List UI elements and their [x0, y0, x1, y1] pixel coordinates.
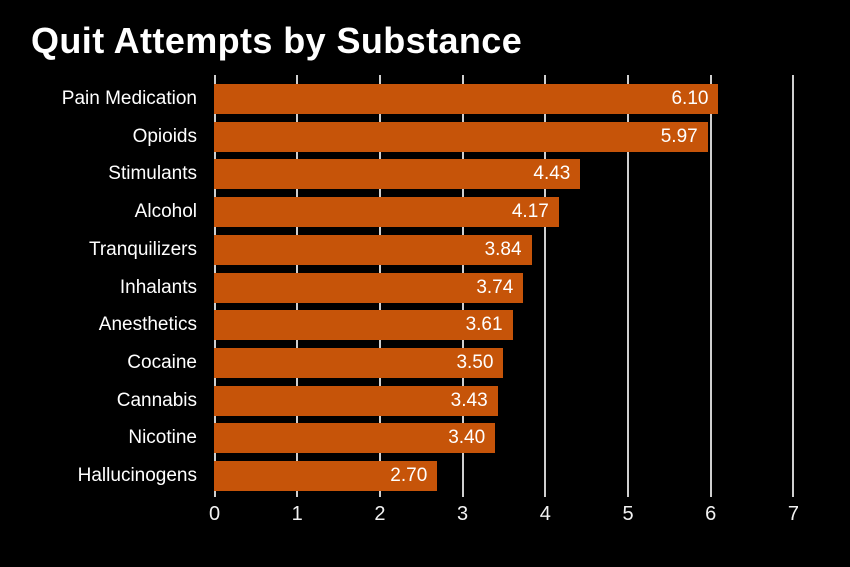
plot-area: 0 1 2 3 4 5 6 7 Pain Medication 6.10 Opioids 5.97 St…: [0, 75, 850, 567]
bar: 3.84: [214, 234, 532, 265]
x-tick-label-0: 0: [208, 503, 221, 525]
bar-row: Cannabis 3.43: [0, 385, 850, 416]
bar-value-label: 3.61: [465, 314, 503, 336]
x-tick-label-4: 4: [539, 503, 551, 525]
gridline-x-7: [792, 75, 795, 497]
bar: 3.74: [214, 272, 524, 303]
category-label: Cocaine: [127, 351, 197, 373]
bar-row: Nicotine 3.40: [0, 423, 850, 454]
category-label: Stimulants: [108, 163, 197, 185]
bar: 5.97: [214, 121, 708, 152]
bar: 3.50: [214, 347, 504, 378]
bar-row: Alcohol 4.17: [0, 197, 850, 228]
x-tick-label-2: 2: [374, 503, 386, 525]
x-tick-label-5: 5: [622, 503, 634, 525]
category-label: Pain Medication: [61, 88, 197, 109]
bar: 4.17: [214, 197, 559, 228]
bar-row: Hallucinogens 2.70: [0, 461, 850, 491]
chart-title: Quit Attempts by Substance: [31, 20, 523, 61]
category-label: Hallucinogens: [77, 465, 197, 486]
bar: 4.43: [214, 159, 581, 190]
x-tick-label-7: 7: [787, 503, 799, 525]
x-tick-label-6: 6: [705, 503, 717, 525]
category-label: Nicotine: [128, 427, 197, 449]
category-label: Alcohol: [134, 201, 197, 223]
bar-row: Cocaine 3.50: [0, 347, 850, 378]
category-label: Tranquilizers: [88, 238, 197, 260]
category-label: Cannabis: [116, 389, 197, 411]
bar-row: Stimulants 4.43: [0, 159, 850, 190]
bar: 3.61: [214, 310, 513, 341]
bar: 6.10: [214, 84, 719, 114]
category-label: Anesthetics: [98, 314, 197, 336]
gridline-x-5: [627, 75, 629, 497]
bar-value-label: 2.70: [390, 465, 428, 486]
bar-row: Anesthetics 3.61: [0, 310, 850, 341]
bar-value-label: 4.43: [533, 163, 571, 185]
x-tick-label-3: 3: [457, 503, 469, 525]
bar: 2.70: [214, 461, 438, 491]
bar-value-label: 3.74: [476, 276, 514, 298]
bar-row: Pain Medication 6.10: [0, 84, 850, 114]
bar-value-label: 3.50: [456, 351, 494, 373]
bar: 3.40: [214, 423, 496, 454]
bar-value-label: 6.10: [671, 88, 709, 109]
bar-value-label: 3.43: [450, 389, 488, 411]
category-label: Inhalants: [119, 276, 197, 298]
x-tick-label-1: 1: [291, 503, 303, 525]
gridline-x-4: [544, 75, 547, 497]
bar-value-label: 3.84: [484, 238, 522, 260]
bar-value-label: 5.97: [660, 125, 698, 147]
bar-row: Inhalants 3.74: [0, 272, 850, 303]
category-label: Opioids: [132, 125, 197, 147]
gridline-x-6: [709, 75, 712, 497]
bar-value-label: 3.40: [448, 427, 486, 449]
bar: 3.43: [214, 385, 498, 416]
bar-value-label: 4.17: [511, 201, 549, 223]
bar-row: Tranquilizers 3.84: [0, 234, 850, 265]
bar-row: Opioids 5.97: [0, 121, 850, 152]
